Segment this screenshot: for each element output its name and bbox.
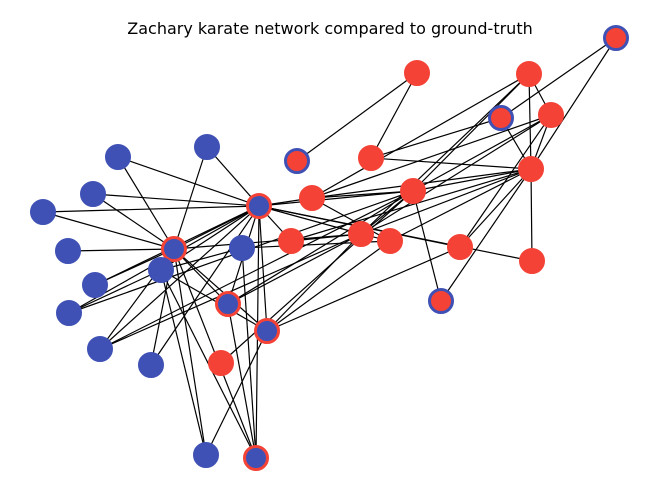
graph-node: [603, 25, 629, 51]
graph-node: [55, 238, 81, 264]
graph-node: [428, 288, 454, 314]
graph-edge: [173, 248, 207, 456]
graph-edge: [42, 211, 175, 250]
graph-edge: [206, 146, 260, 207]
graph-edge: [266, 240, 391, 332]
graph-node: [377, 228, 403, 254]
graph-edge: [258, 190, 414, 207]
graph-node: [87, 336, 113, 362]
graph-node: [138, 352, 164, 378]
graph-edge: [530, 168, 533, 262]
chart-title: Zachary karate network compared to groun…: [127, 19, 532, 38]
graph-edge: [227, 190, 414, 305]
graph-node: [488, 105, 514, 131]
graph-edge: [160, 269, 207, 456]
graph-edge: [258, 205, 268, 332]
graph-node: [518, 156, 544, 182]
graph-edge: [311, 114, 552, 199]
graph-edge: [360, 73, 530, 235]
graph-node: [447, 234, 473, 260]
graph-edge: [530, 37, 617, 170]
graph-node: [278, 228, 304, 254]
graph-node: [400, 178, 426, 204]
graph-node: [80, 181, 106, 207]
graph-node: [105, 144, 131, 170]
graph-edge: [160, 269, 268, 332]
graph-node: [246, 193, 272, 219]
graph-edge: [227, 233, 362, 305]
graph-edge: [68, 269, 162, 314]
graph-edge: [92, 193, 175, 250]
graph-node: [194, 134, 220, 160]
graph-edge: [117, 156, 175, 250]
graph-edge: [296, 72, 418, 162]
graph-node: [215, 291, 241, 317]
graph-node: [538, 102, 564, 128]
graph-edge: [266, 233, 362, 332]
graph-node: [148, 257, 174, 283]
graph-edge: [500, 37, 617, 119]
graph-edge: [67, 248, 175, 252]
graph-edge: [173, 146, 208, 250]
graph-node: [299, 185, 325, 211]
graph-edge: [160, 247, 243, 271]
graph-edge: [99, 205, 260, 350]
graph-edge: [412, 190, 442, 302]
graph-node: [82, 272, 108, 298]
graph-edge: [412, 73, 530, 192]
graph-edge: [150, 205, 260, 366]
graph-edge: [360, 114, 552, 235]
graph-edge: [370, 72, 418, 159]
graph-node: [193, 442, 219, 468]
graph-node: [404, 60, 430, 86]
graph-edge: [117, 156, 260, 207]
graph-edge: [258, 205, 362, 235]
graph-node: [516, 61, 542, 87]
graph-edge: [205, 330, 268, 456]
graph-node: [208, 350, 234, 376]
graph-edge: [42, 205, 260, 213]
graph-edge: [241, 247, 257, 459]
graph-edge: [92, 193, 260, 207]
nodes-layer: [30, 25, 629, 471]
graph-node: [30, 199, 56, 225]
graph-edge: [311, 73, 530, 199]
graph-node: [254, 318, 280, 344]
graph-edge: [173, 233, 362, 250]
graph-edge: [370, 157, 532, 170]
graph-edge: [389, 168, 532, 242]
graph-edge: [440, 168, 532, 302]
graph-edge: [360, 168, 532, 235]
graph-node: [243, 445, 269, 471]
graph-node: [161, 236, 187, 262]
graph-node: [519, 248, 545, 274]
graph-edge: [220, 190, 414, 364]
graph-edge: [459, 168, 532, 248]
graph-node: [229, 235, 255, 261]
graph-node: [348, 221, 374, 247]
graph-edge: [290, 168, 532, 242]
graph-edge: [266, 246, 461, 332]
graph-edge: [412, 114, 552, 192]
graph-node: [284, 148, 310, 174]
graph-node: [358, 145, 384, 171]
graph-node: [56, 300, 82, 326]
graph-edge: [459, 114, 552, 248]
graph-edge: [528, 73, 532, 170]
graph-edge: [99, 190, 414, 350]
graph-edge: [311, 197, 391, 242]
